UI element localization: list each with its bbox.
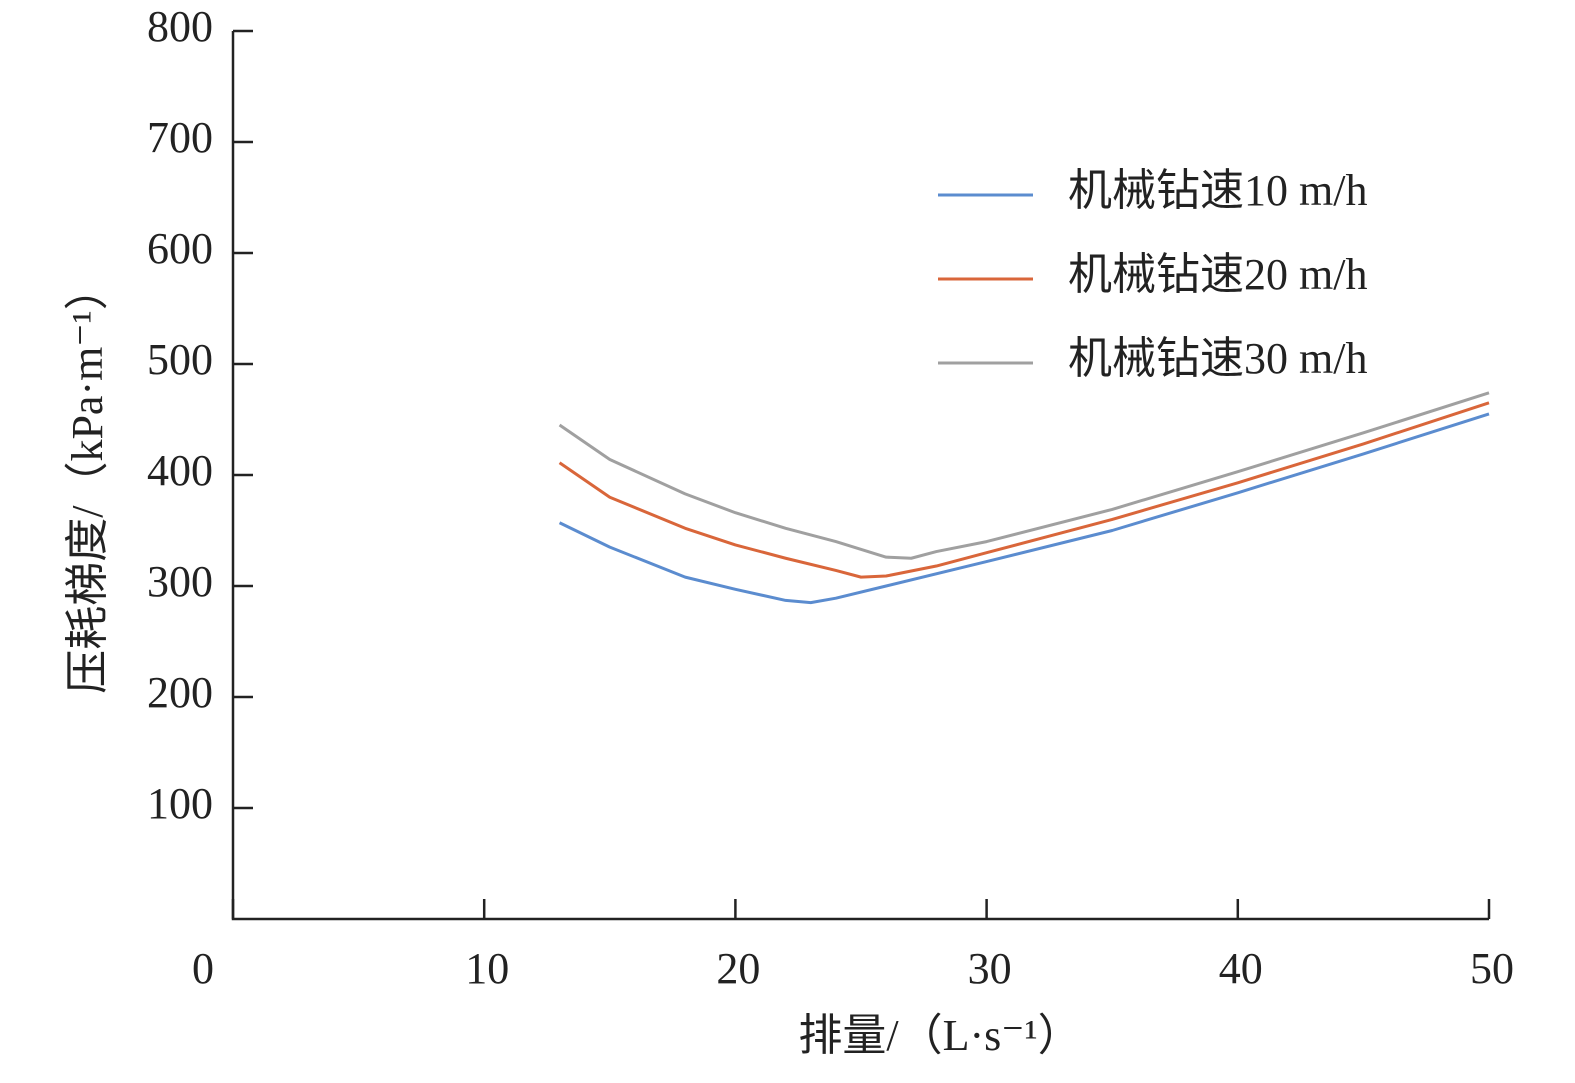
y-tick-label: 800 [147, 2, 213, 51]
x-axis-label: 排量/（L·s⁻¹） [798, 1011, 1081, 1060]
x-tick-label: 0 [192, 944, 214, 993]
line [558, 412, 1490, 605]
y-axis-label: 压耗梯度/（kPa·m⁻¹） [63, 266, 112, 694]
y-tick-label: 300 [147, 557, 213, 606]
line [558, 401, 1490, 579]
y-tick-label: 400 [147, 446, 213, 495]
x-tick-label: 20 [716, 944, 760, 993]
line [558, 391, 1490, 560]
legend-label: 机械钻速30 m/h [1068, 334, 1367, 383]
axes [231, 31, 1489, 921]
legend-label: 机械钻速20 m/h [1068, 250, 1367, 299]
y-tick-label: 500 [147, 335, 213, 384]
x-tick-label: 30 [968, 944, 1012, 993]
y-tick-label: 100 [147, 779, 213, 828]
x-tick-label: 40 [1219, 944, 1263, 993]
y-tick-label: 600 [147, 224, 213, 273]
y-tick-label: 200 [147, 668, 213, 717]
x-tick-label: 50 [1470, 944, 1514, 993]
x-tick-label: 10 [465, 944, 509, 993]
y-tick-label: 700 [147, 113, 213, 162]
legend-label: 机械钻速10 m/h [1068, 166, 1367, 215]
